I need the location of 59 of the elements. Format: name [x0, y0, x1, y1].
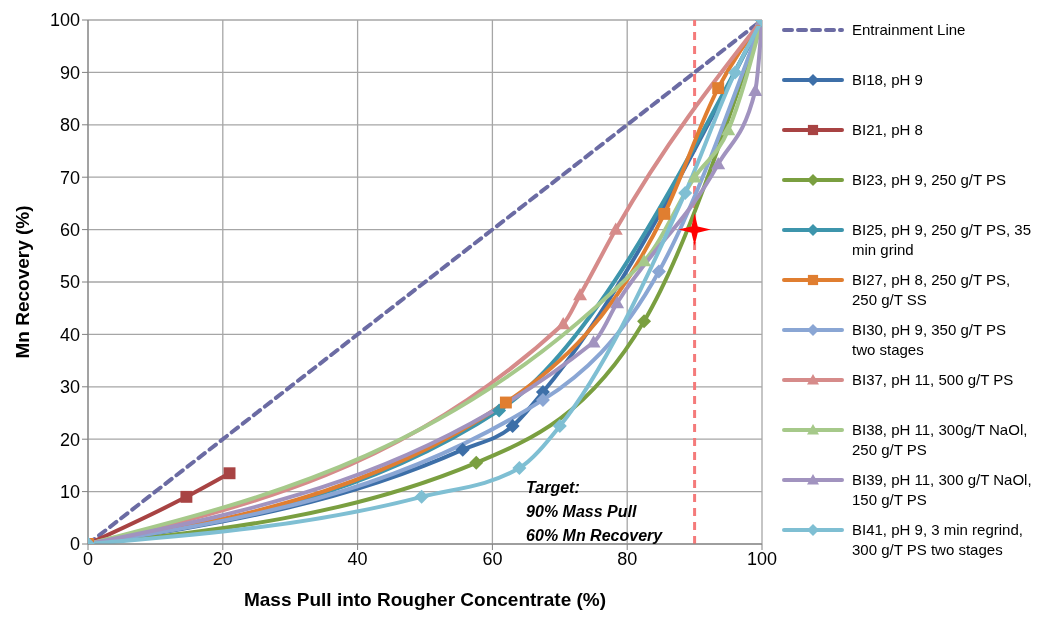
annotation: Target: 90% Mass Pull 60% Mn Recovery	[526, 477, 663, 546]
legend-label: BI38, pH 11, 300g/T NaOl, 250 g/T PS	[852, 420, 1029, 460]
x-tick-label: 100	[746, 548, 778, 569]
point	[637, 254, 652, 267]
y-tick-label: 10	[59, 481, 80, 502]
y-tick-label: 40	[59, 324, 80, 345]
point	[573, 288, 588, 301]
point	[414, 489, 429, 504]
x-tick-label: 0	[82, 548, 94, 569]
point	[469, 455, 484, 470]
point	[180, 490, 193, 503]
point	[512, 461, 527, 476]
point	[637, 314, 652, 329]
point	[728, 65, 743, 80]
y-tick-label: 80	[59, 115, 80, 136]
point	[678, 213, 711, 246]
legend-label: BI18, pH 9	[852, 70, 924, 90]
point	[658, 207, 671, 220]
point	[712, 82, 725, 95]
legend-label: BI23, pH 9, 250 g/T PS	[852, 170, 1007, 190]
point	[711, 157, 726, 170]
legend-label: BI25, pH 9, 250 g/T PS, 35 min grind	[852, 220, 1032, 260]
legend-label: Entrainment Line	[852, 20, 967, 40]
point	[748, 83, 762, 96]
x-tick-label: 40	[347, 548, 368, 569]
y-tick-label: 60	[59, 219, 80, 240]
y-tick-label: 30	[59, 377, 80, 398]
point	[535, 392, 550, 407]
legend-label: BI41, pH 9, 3 min regrind, 300 g/T PS two stages	[852, 520, 1024, 560]
x-tick-label: 60	[482, 548, 503, 569]
point	[608, 222, 623, 235]
legend-label: BI30, pH 9, 350 g/T PS two stages	[852, 320, 1007, 360]
legend-label: BI21, pH 8	[852, 120, 924, 140]
x-tick-label: 80	[617, 548, 638, 569]
point	[223, 467, 236, 480]
point	[721, 123, 736, 136]
x-tick-label: 20	[212, 548, 233, 569]
point	[556, 316, 571, 330]
y-tick-label: 70	[59, 167, 80, 188]
point	[678, 185, 693, 200]
point	[651, 264, 666, 279]
legend-label: BI39, pH 11, 300 g/T NaOl, 150 g/T PS	[852, 470, 1032, 510]
point	[586, 335, 601, 348]
x-axis-title: Mass Pull into Rougher Concentrate (%)	[243, 589, 607, 610]
point	[505, 419, 520, 434]
point	[687, 170, 702, 183]
legend-label: BI27, pH 8, 250 g/T PS, 250 g/T SS	[852, 270, 1012, 310]
legend-label: BI37, pH 11, 500 g/T PS	[852, 370, 1015, 390]
point	[492, 403, 507, 418]
point	[610, 295, 625, 309]
y-tick-label: 90	[59, 62, 80, 83]
point	[552, 419, 567, 434]
point	[499, 396, 512, 409]
y-axis-title: Mn Recovery (%)	[11, 205, 33, 359]
y-tick-label: 100	[49, 10, 80, 31]
point	[455, 442, 470, 457]
y-tick-label: 0	[69, 534, 80, 555]
y-tick-label: 20	[59, 429, 80, 450]
y-tick-label: 50	[59, 272, 80, 293]
